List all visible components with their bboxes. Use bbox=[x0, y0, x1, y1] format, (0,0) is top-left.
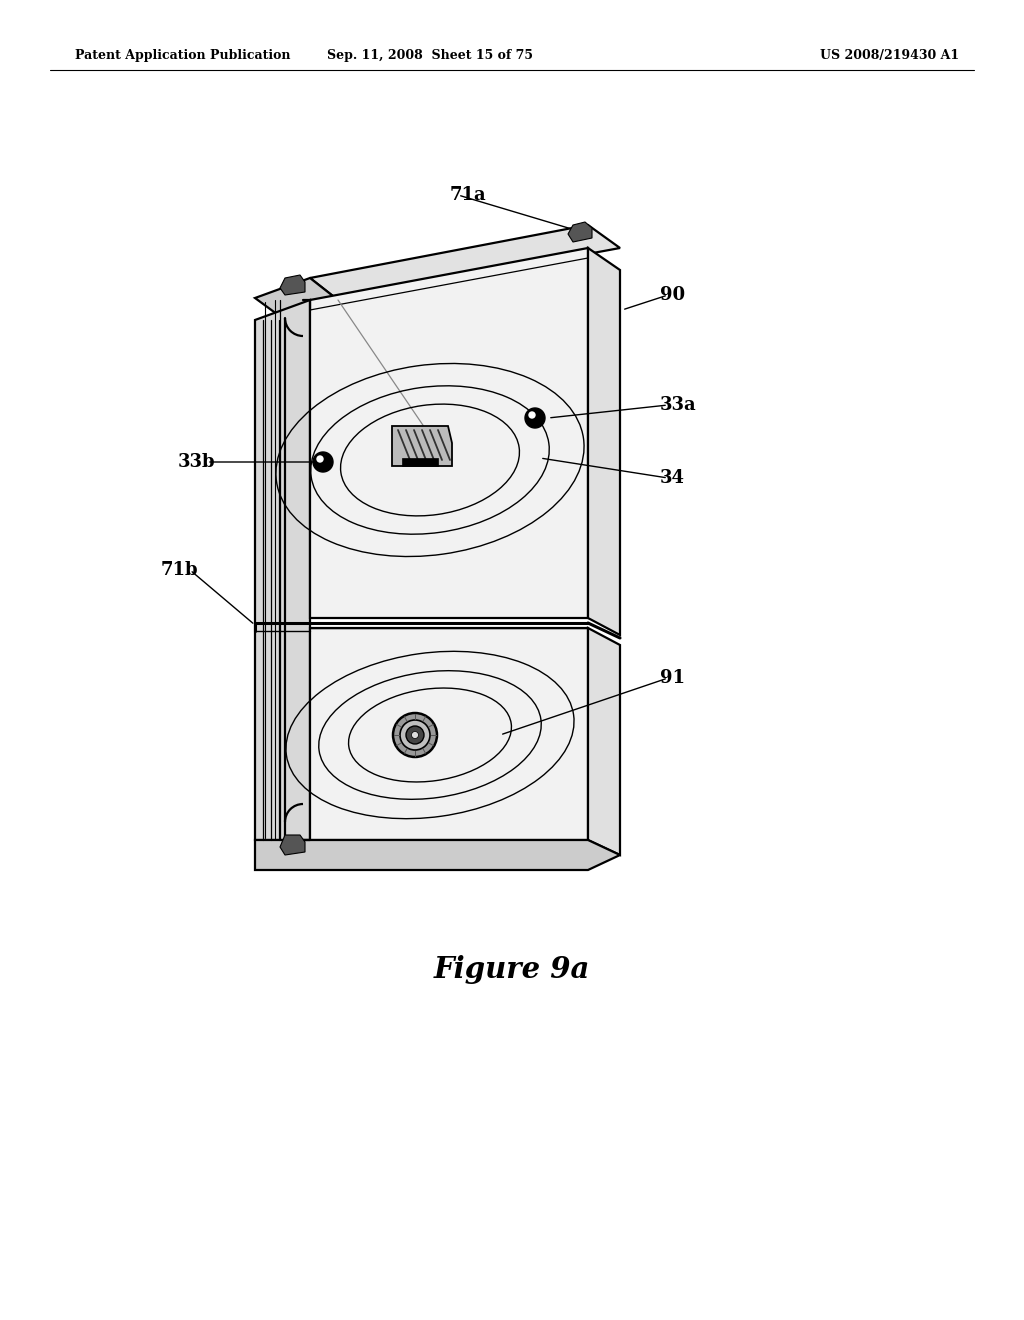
Circle shape bbox=[406, 726, 424, 744]
Polygon shape bbox=[280, 836, 305, 855]
Polygon shape bbox=[392, 426, 452, 466]
Polygon shape bbox=[280, 275, 305, 294]
Text: 34: 34 bbox=[660, 469, 685, 487]
Polygon shape bbox=[568, 222, 592, 242]
Text: 90: 90 bbox=[660, 286, 685, 304]
Polygon shape bbox=[255, 300, 310, 840]
Circle shape bbox=[393, 713, 437, 756]
Polygon shape bbox=[310, 248, 588, 618]
Text: 91: 91 bbox=[660, 669, 685, 686]
Text: US 2008/219430 A1: US 2008/219430 A1 bbox=[820, 49, 959, 62]
Circle shape bbox=[317, 455, 323, 462]
Circle shape bbox=[313, 451, 333, 473]
Text: 71a: 71a bbox=[450, 186, 486, 205]
Text: 33b: 33b bbox=[177, 453, 215, 471]
Polygon shape bbox=[310, 224, 620, 300]
Polygon shape bbox=[255, 279, 338, 319]
Text: 33a: 33a bbox=[660, 396, 696, 414]
Text: Sep. 11, 2008  Sheet 15 of 75: Sep. 11, 2008 Sheet 15 of 75 bbox=[327, 49, 534, 62]
Polygon shape bbox=[402, 458, 438, 466]
Polygon shape bbox=[255, 840, 620, 870]
Circle shape bbox=[525, 408, 545, 428]
Circle shape bbox=[400, 719, 430, 750]
Circle shape bbox=[412, 731, 419, 738]
Polygon shape bbox=[588, 248, 620, 635]
Circle shape bbox=[529, 412, 535, 418]
Polygon shape bbox=[588, 628, 620, 855]
Text: 71b: 71b bbox=[161, 561, 198, 579]
Polygon shape bbox=[310, 628, 588, 840]
Text: Figure 9a: Figure 9a bbox=[434, 956, 590, 985]
Text: Patent Application Publication: Patent Application Publication bbox=[75, 49, 291, 62]
